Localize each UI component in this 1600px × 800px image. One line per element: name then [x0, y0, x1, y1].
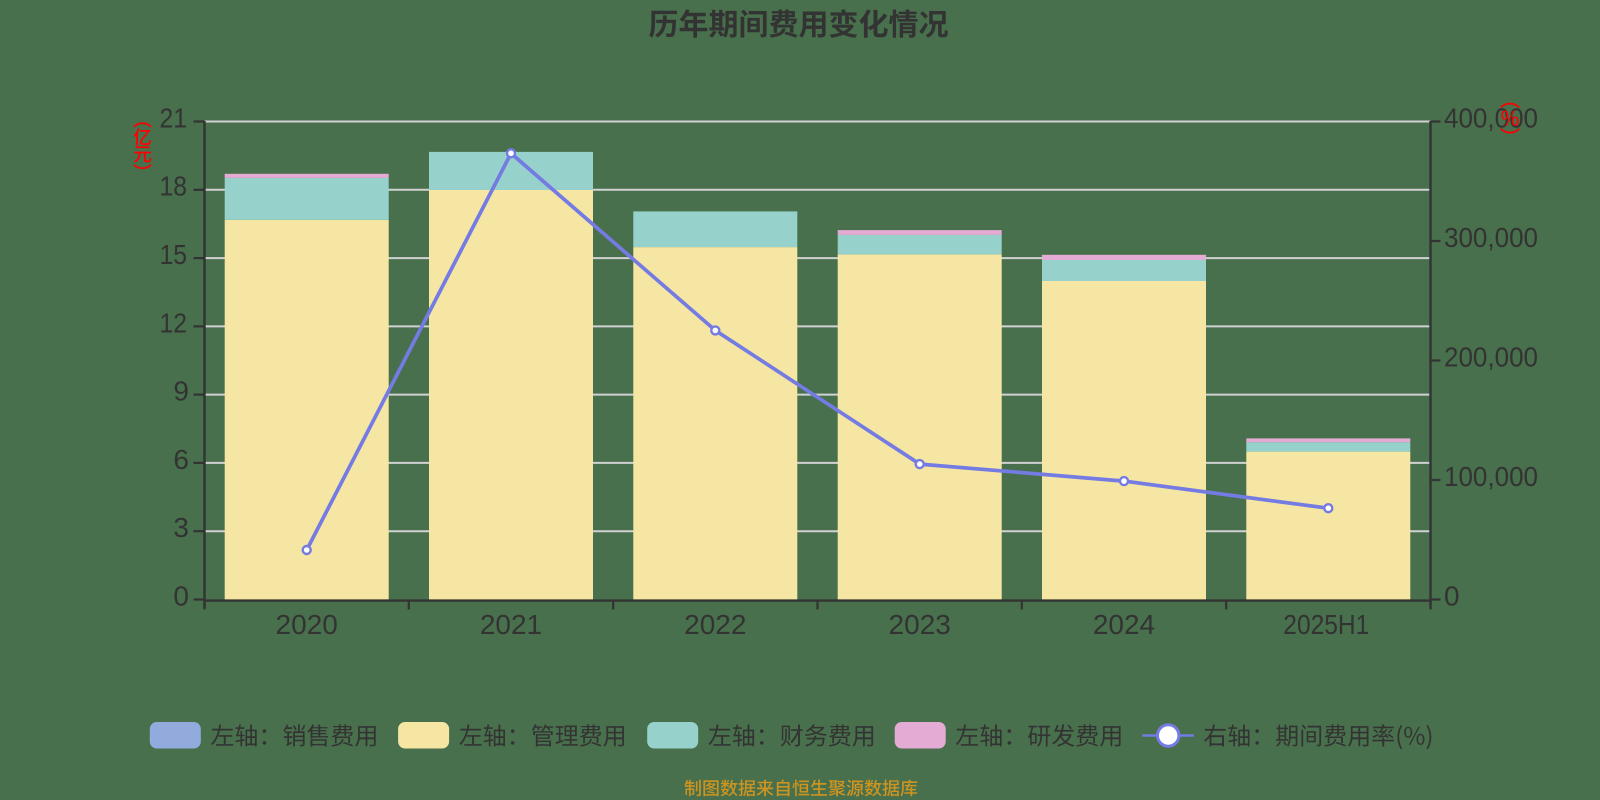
svg-text:2020: 2020	[276, 609, 338, 640]
svg-text:15: 15	[160, 239, 188, 270]
svg-text:3: 3	[173, 512, 189, 543]
svg-text:18: 18	[160, 171, 188, 202]
svg-text:2021: 2021	[480, 609, 542, 640]
svg-text:200,000: 200,000	[1444, 341, 1538, 372]
svg-text:2023: 2023	[889, 609, 951, 640]
svg-text:21: 21	[160, 102, 188, 133]
svg-text:12: 12	[160, 307, 188, 338]
svg-text:2022: 2022	[684, 609, 746, 640]
svg-text:9: 9	[173, 376, 189, 407]
svg-text:100,000: 100,000	[1444, 461, 1538, 492]
svg-text:0: 0	[173, 580, 189, 611]
svg-text:300,000: 300,000	[1444, 222, 1538, 253]
svg-text:6: 6	[173, 444, 189, 475]
svg-text:400,000: 400,000	[1444, 102, 1538, 133]
svg-text:2025H1: 2025H1	[1283, 609, 1369, 640]
svg-text:2024: 2024	[1093, 609, 1155, 640]
svg-text:0: 0	[1444, 580, 1460, 611]
